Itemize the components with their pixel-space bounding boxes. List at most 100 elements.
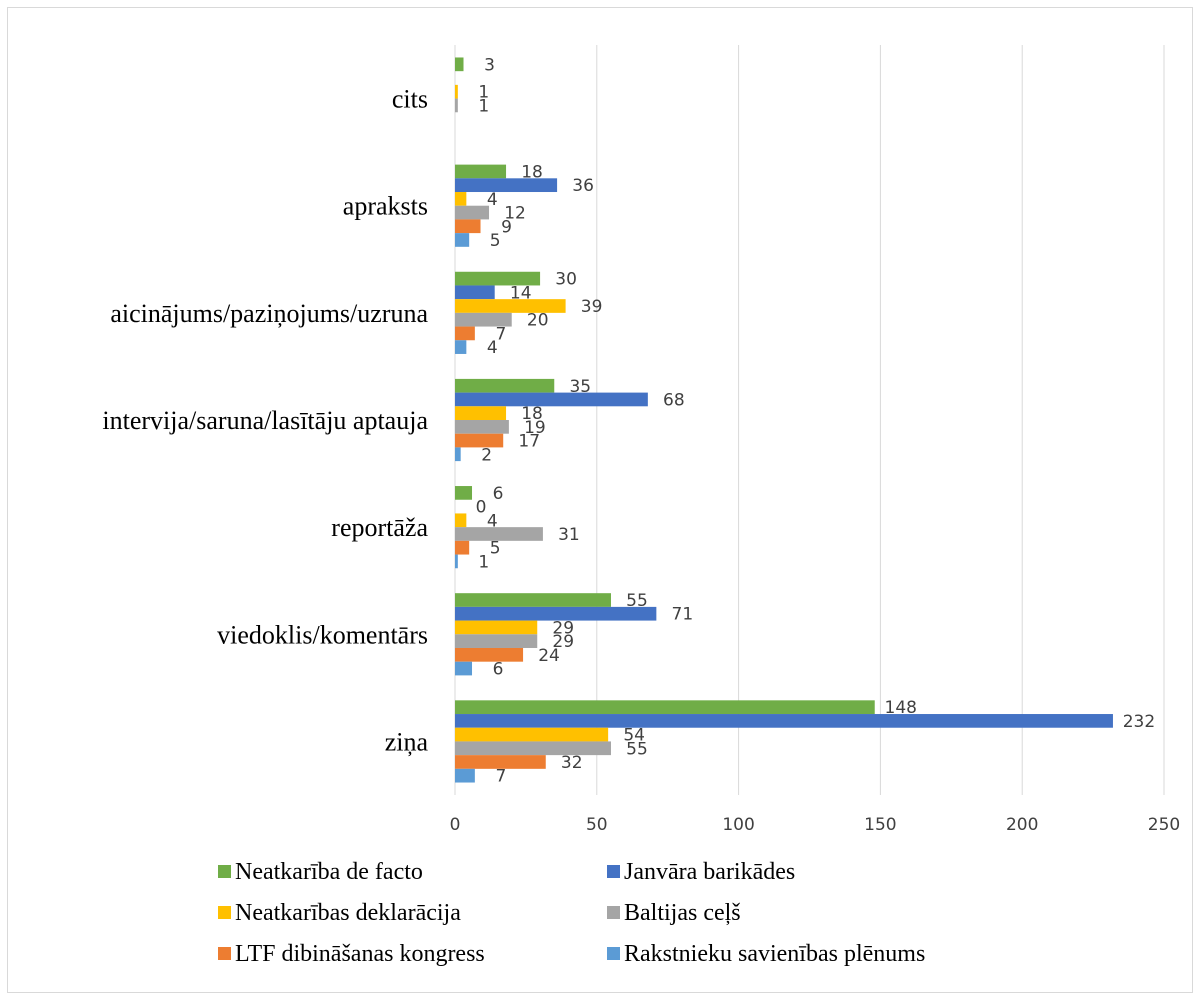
data-label: 71 [672, 605, 694, 625]
category-label: reportāža [331, 513, 428, 542]
x-tick-label-100: 100 [722, 815, 754, 835]
category-label: cits [392, 85, 428, 114]
bar-2 [455, 178, 558, 193]
legend-label-3: Neatkarības deklarācija [235, 900, 461, 926]
bar-2 [455, 285, 495, 300]
legend-swatch-3 [218, 906, 231, 919]
data-label: 54 [623, 726, 645, 746]
bar-4 [455, 98, 458, 113]
data-label: 7 [495, 324, 506, 344]
data-label: 232 [1123, 712, 1155, 732]
category-label: apraksts [343, 192, 428, 221]
data-label: 29 [552, 632, 574, 652]
legend-label-5: LTF dibināšanas kongress [235, 941, 485, 967]
x-tick-label-200: 200 [1006, 815, 1038, 835]
data-label: 18 [521, 404, 543, 424]
bar-3 [455, 406, 507, 420]
data-label: 36 [572, 176, 594, 196]
data-label: 19 [524, 418, 546, 438]
bar-6 [455, 768, 475, 783]
bar-6 [455, 661, 473, 676]
bar-5 [455, 433, 504, 448]
bar-2 [455, 606, 657, 621]
bar-2 [455, 392, 648, 407]
bar-6 [455, 447, 461, 462]
data-label: 6 [493, 660, 504, 680]
bar-3 [455, 727, 609, 742]
bar-5 [455, 326, 475, 341]
data-label: 39 [581, 297, 603, 317]
x-tick-label-250: 250 [1148, 815, 1180, 835]
bar-1 [455, 164, 507, 179]
data-label: 17 [518, 432, 540, 452]
bar-5 [455, 219, 481, 234]
category-label: viedoklis/komentārs [217, 620, 428, 649]
bar-3 [455, 620, 538, 635]
bar-1 [455, 486, 473, 500]
data-label: 3 [484, 55, 495, 75]
data-label: 68 [663, 390, 685, 410]
legend-swatch-1 [218, 865, 231, 878]
data-label: 12 [504, 204, 526, 224]
data-label: 5 [490, 231, 501, 251]
bar-3 [455, 84, 458, 99]
data-label: 9 [501, 217, 512, 237]
bar-4 [455, 312, 512, 327]
bar-2 [455, 714, 1113, 728]
bar-6 [455, 340, 467, 354]
bar-4 [455, 420, 509, 434]
data-label: 35 [569, 377, 591, 397]
bar-4 [455, 634, 538, 648]
category-label: aicinājums/paziņojums/uzruna [110, 299, 428, 328]
data-label: 4 [487, 338, 498, 358]
bar-4 [455, 741, 611, 756]
data-label: 32 [561, 753, 583, 773]
bar-3 [455, 192, 467, 206]
bar-3 [455, 299, 566, 313]
legend-swatch-6 [607, 947, 620, 960]
data-label: 18 [521, 162, 543, 182]
chart-frame [7, 7, 1193, 993]
data-label: 1 [478, 96, 489, 116]
data-label: 148 [885, 698, 917, 718]
data-label: 29 [552, 618, 574, 638]
data-label: 31 [558, 525, 580, 545]
data-label: 55 [626, 739, 648, 759]
bar-1 [455, 271, 541, 286]
bar-4 [455, 527, 543, 541]
data-label: 30 [555, 270, 577, 290]
data-label: 24 [538, 646, 560, 666]
data-label: 6 [493, 484, 504, 504]
x-tick-label-0: 0 [450, 815, 461, 835]
x-tick-label-150: 150 [864, 815, 896, 835]
data-label: 55 [626, 591, 648, 611]
bar-1 [455, 700, 875, 715]
legend-label-2: Janvāra barikādes [624, 859, 795, 885]
data-label: 1 [478, 83, 489, 103]
data-label: 14 [510, 283, 532, 303]
bar-5 [455, 755, 546, 769]
bar-1 [455, 57, 464, 72]
bar-6 [455, 233, 470, 247]
bar-1 [455, 378, 555, 393]
category-label: intervija/saruna/lasītāju aptauja [102, 406, 428, 435]
bar-5 [455, 647, 524, 662]
legend-swatch-5 [218, 947, 231, 960]
data-label: 1 [478, 552, 489, 572]
x-tick-label-50: 50 [586, 815, 608, 835]
data-label: 7 [495, 767, 506, 787]
data-label: 20 [527, 311, 549, 331]
bar-5 [455, 540, 470, 555]
bar-4 [455, 205, 490, 220]
legend-label-6: Rakstnieku savienības plēnums [624, 941, 925, 967]
data-label: 4 [487, 190, 498, 210]
bar-6 [455, 554, 458, 569]
bar-1 [455, 593, 611, 607]
data-label: 0 [476, 498, 487, 518]
legend-swatch-2 [607, 865, 620, 878]
category-label: ziņa [385, 727, 429, 756]
data-label: 2 [481, 445, 492, 465]
data-label: 5 [490, 539, 501, 559]
data-label: 4 [487, 511, 498, 531]
